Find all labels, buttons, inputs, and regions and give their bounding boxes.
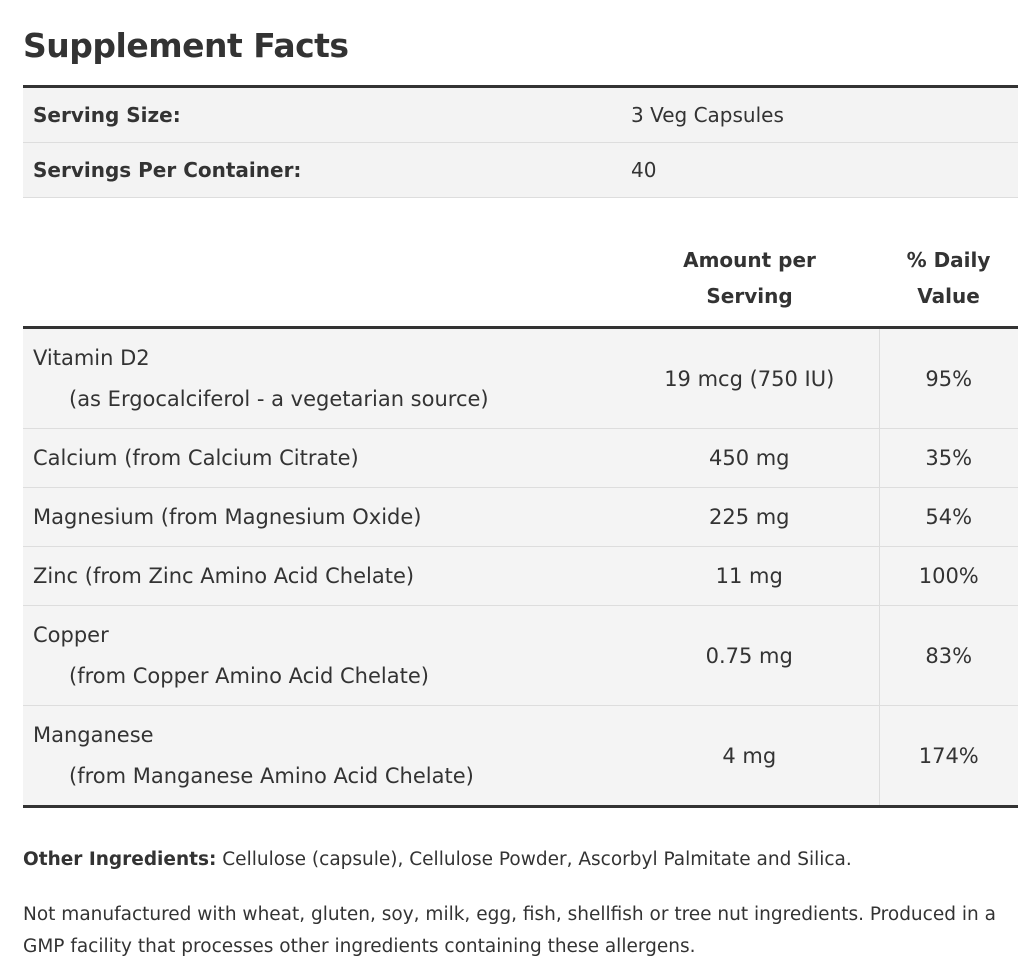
- nutrient-row: Vitamin D2 (as Ergocalciferol - a vegetar…: [23, 327, 1018, 429]
- daily-value: 174%: [878, 705, 1018, 808]
- nutrient-cell: Manganese (from Manganese Amino Acid Chel…: [23, 705, 620, 808]
- nutrient-row: Manganese (from Manganese Amino Acid Chel…: [23, 705, 1018, 808]
- facts-body: Vitamin D2 (as Ergocalciferol - a vegetar…: [23, 327, 1018, 808]
- nutrient-name: Magnesium (from Magnesium Oxide): [33, 504, 422, 529]
- amount: 225 mg: [620, 487, 879, 547]
- nutrient-source: (as Ergocalciferol - a vegetarian source…: [69, 386, 489, 411]
- amount: 0.75 mg: [620, 605, 879, 706]
- amount: 11 mg: [620, 546, 879, 606]
- header-amount: Amount per Serving: [620, 230, 879, 329]
- nutrient-cell: Magnesium (from Magnesium Oxide): [23, 487, 620, 547]
- nutrient-source: (from Copper Amino Acid Chelate): [69, 663, 429, 688]
- daily-value: 100%: [878, 546, 1018, 606]
- serving-label: Serving Size:: [23, 86, 621, 143]
- other-ingredients: Other Ingredients: Cellulose (capsule), …: [23, 844, 1013, 876]
- nutrient-cell: Vitamin D2 (as Ergocalciferol - a vegetar…: [23, 327, 620, 429]
- serving-row: Servings Per Container: 40: [23, 142, 1018, 198]
- nutrient-row: Zinc (from Zinc Amino Acid Chelate) 11 mg…: [23, 546, 1018, 606]
- other-label: Other Ingredients:: [23, 849, 217, 870]
- daily-value: 83%: [878, 605, 1018, 706]
- nutrient-name: Zinc (from Zinc Amino Acid Chelate): [33, 563, 415, 588]
- serving-label: Servings Per Container:: [23, 142, 621, 198]
- nutrient-name: Calcium (from Calcium Citrate): [33, 445, 359, 470]
- nutrient-cell: Copper (from Copper Amino Acid Chelate): [23, 605, 620, 706]
- amount: 19 mcg (750 IU): [620, 327, 879, 429]
- note: Not manufactured with wheat, gluten, soy…: [23, 904, 996, 957]
- header-row: Amount per Serving% Daily Value: [23, 230, 1018, 329]
- header-blank: [23, 230, 620, 329]
- nutrient-cell: Zinc (from Zinc Amino Acid Chelate): [23, 546, 620, 606]
- serving-table: Serving Size: 3 Veg Capsules Servings Per…: [23, 85, 1018, 198]
- title: Supplement Facts: [23, 26, 349, 65]
- nutrient-row: Magnesium (from Magnesium Oxide) 225 mg 54…: [23, 487, 1018, 547]
- serving-value: 40: [621, 142, 1018, 198]
- serving-row: Serving Size: 3 Veg Capsules: [23, 86, 1018, 143]
- serving-value: 3 Veg Capsules: [621, 86, 1018, 143]
- daily-value: 95%: [878, 327, 1018, 429]
- daily-value: 54%: [878, 487, 1018, 547]
- nutrient-row: Copper (from Copper Amino Acid Chelate) 0.…: [23, 605, 1018, 706]
- header-daily-value: % Daily Value: [879, 230, 1018, 329]
- other-text: Cellulose (capsule), Cellulose Powder, A…: [222, 849, 852, 870]
- amount: 4 mg: [620, 705, 879, 808]
- facts-table: Amount per Serving% Daily Value Vitamin …: [23, 230, 1018, 808]
- nutrient-row: Calcium (from Calcium Citrate) 450 mg 35%: [23, 428, 1018, 488]
- nutrient-name: Manganese: [33, 722, 154, 747]
- daily-value: 35%: [878, 428, 1018, 488]
- nutrient-name: Copper: [33, 622, 109, 647]
- nutrient-name: Vitamin D2: [33, 345, 150, 370]
- nutrient-cell: Calcium (from Calcium Citrate): [23, 428, 620, 488]
- nutrient-source: (from Manganese Amino Acid Chelate): [69, 763, 474, 788]
- amount: 450 mg: [620, 428, 879, 488]
